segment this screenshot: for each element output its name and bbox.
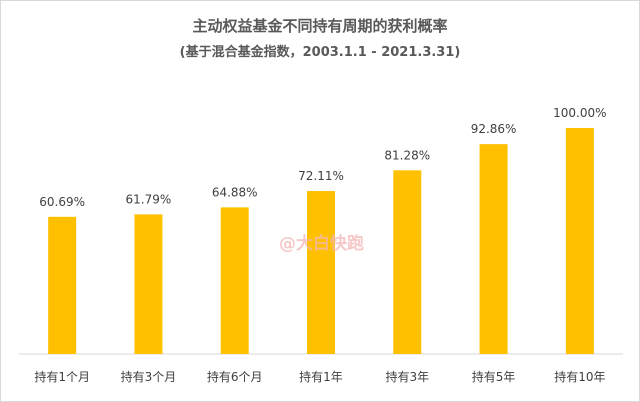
data-label-2: 61.79% [126, 192, 172, 206]
x-tick-label-7: 持有10年 [554, 369, 605, 384]
data-label-1: 60.69% [39, 195, 85, 209]
watermark: @大白快跑 [279, 234, 364, 254]
chart-title: 主动权益基金不同持有周期的获利概率 [192, 17, 448, 35]
bar-6 [479, 144, 508, 354]
data-label-6: 92.86% [471, 122, 517, 136]
bar-2 [134, 214, 163, 354]
chart-subtitle: (基于混合基金指数，2003.1.1 - 2021.3.31) [179, 45, 461, 60]
bar-3 [220, 207, 249, 354]
x-tick-label-3: 持有6个月 [207, 369, 263, 384]
x-tick-label-2: 持有3个月 [121, 369, 177, 384]
x-tick-label-1: 持有1个月 [34, 369, 90, 384]
x-tick-label-4: 持有1年 [299, 369, 343, 384]
bar-4 [307, 191, 335, 354]
x-tick-label-6: 持有5年 [472, 369, 516, 384]
data-label-7: 100.00% [553, 106, 606, 120]
data-label-5: 81.28% [384, 148, 430, 162]
data-label-4: 72.11% [298, 169, 344, 183]
data-label-3: 64.88% [212, 185, 258, 199]
bar-7 [565, 128, 594, 354]
bar-1 [48, 216, 77, 354]
x-tick-label-5: 持有3年 [385, 369, 429, 384]
bar-5 [393, 170, 422, 354]
